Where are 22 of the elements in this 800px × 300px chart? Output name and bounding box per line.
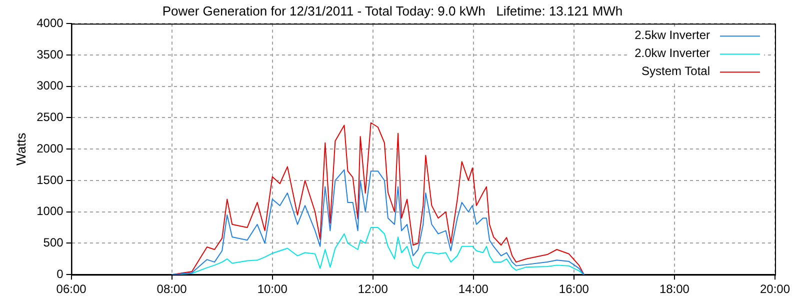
x-tick-label: 18:00 — [659, 282, 690, 296]
y-tick-label: 1000 — [36, 204, 64, 218]
y-tick-label: 3500 — [36, 47, 64, 62]
legend-label: 2.0kw Inverter — [634, 46, 710, 60]
y-tick-label: 2000 — [36, 141, 64, 156]
chart-title: Power Generation for 12/31/2011 - Total Today: 9.0 kWh Lifetime: 13.121 MWh — [162, 3, 623, 18]
y-tick-label: 0 — [56, 266, 64, 281]
x-tick-label: 06:00 — [56, 282, 87, 296]
y-tick-label: 4000 — [36, 16, 64, 30]
y-tick-label: 2500 — [36, 110, 64, 124]
y-tick-label: 3000 — [36, 78, 64, 93]
x-tick-label: 14:00 — [458, 282, 489, 296]
legend-label: System Total — [642, 64, 710, 78]
x-tick-label: 12:00 — [358, 282, 388, 296]
x-tick-label: 10:00 — [257, 282, 288, 296]
x-tick-label: 16:00 — [558, 282, 590, 296]
x-tick-label: 20:00 — [760, 282, 790, 296]
x-tick-label: 08:00 — [156, 282, 188, 296]
legend-label: 2.5kw Inverter — [634, 28, 710, 42]
y-tick-label: 1500 — [36, 172, 64, 187]
y-axis-title: Watts — [13, 132, 28, 166]
y-tick-label: 500 — [43, 236, 64, 250]
